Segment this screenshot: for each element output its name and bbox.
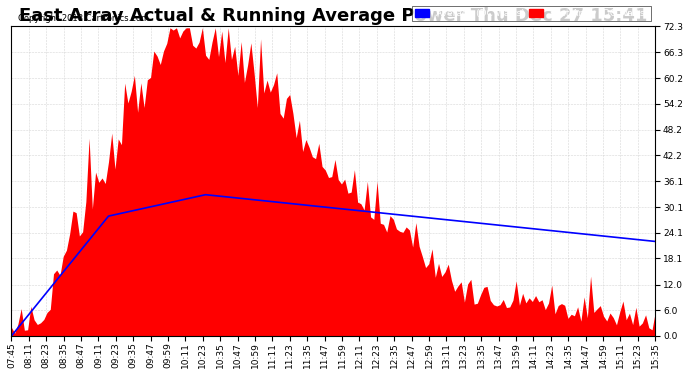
Title: East Array Actual & Running Average Power Thu Dec 27 15:41: East Array Actual & Running Average Powe… xyxy=(19,7,647,25)
Legend: Average (DC Watts), East Array (DC Watts): Average (DC Watts), East Array (DC Watts… xyxy=(413,6,651,21)
Text: Copyright 2018 Cartronics.com: Copyright 2018 Cartronics.com xyxy=(18,14,149,23)
